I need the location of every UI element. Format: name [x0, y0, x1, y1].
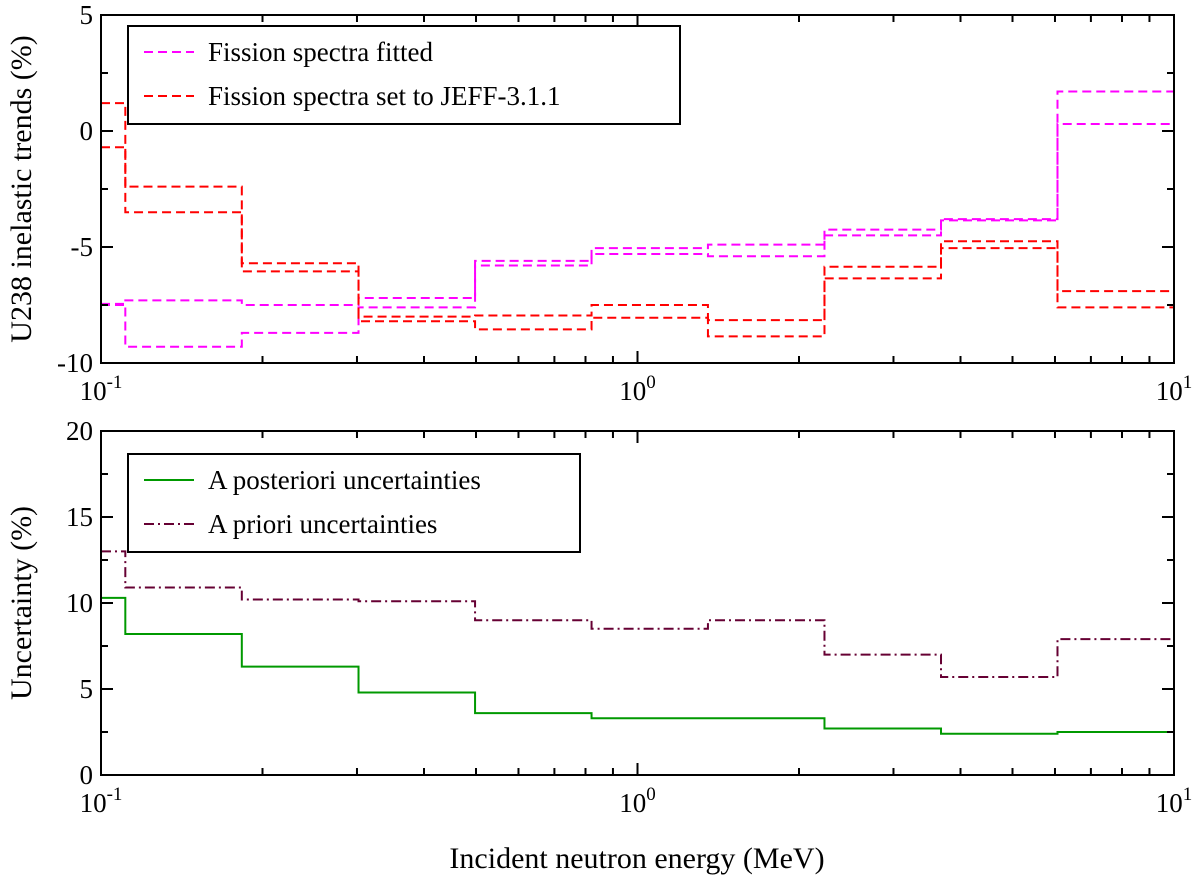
bottom-ytick-label-1: 5: [80, 674, 94, 704]
bottom-ytick-label-3: 15: [66, 502, 93, 532]
bottom-xtick-exp: 0: [646, 784, 656, 805]
top-ytick-label-1: -5: [71, 232, 94, 262]
top-xtick-exp: 0: [646, 372, 656, 393]
x-axis-label: Incident neutron energy (MeV): [449, 842, 824, 875]
bottom-legend-label-0: A posteriori uncertainties: [208, 465, 481, 495]
bottom-xtick-base: 10: [1156, 788, 1183, 818]
top-legend-box: [127, 25, 681, 125]
top-ytick-label-0: -10: [57, 348, 93, 378]
bottom-ytick-label-2: 10: [66, 588, 93, 618]
bottom-series-1: [101, 550, 1174, 678]
top-legend-label-0: Fission spectra fitted: [208, 37, 433, 67]
top-ytick-label-3: 5: [80, 0, 94, 30]
top-series-1: [101, 123, 1174, 348]
top-legend-label-2: Fission spectra set to JEFF-3.1.1: [208, 81, 561, 111]
bottom-y-axis-label: Uncertainty (%): [5, 506, 38, 700]
bottom-xtick-exp: 1: [1183, 784, 1193, 805]
top-xtick-exp: 1: [1183, 372, 1193, 393]
bottom-xtick-base: 10: [619, 788, 646, 818]
top-xtick-label-0: 10-1: [80, 372, 123, 406]
top-xtick-exp: -1: [107, 372, 123, 393]
top-series-2: [101, 102, 1174, 322]
bottom-ytick-label-0: 0: [80, 760, 94, 790]
bottom-ytick-label-4: 20: [66, 416, 93, 446]
top-series-3: [101, 146, 1174, 338]
bottom-xtick-base: 10: [80, 788, 107, 818]
top-xtick-label-1: 100: [619, 372, 656, 406]
bottom-xtick-exp: -1: [107, 784, 123, 805]
bottom-legend-box: [127, 453, 581, 553]
top-ytick-label-2: 0: [80, 116, 94, 146]
top-y-axis-label: U238 inelastic trends (%): [5, 35, 38, 342]
bottom-xtick-label-0: 10-1: [80, 784, 123, 818]
top-xtick-label-2: 101: [1156, 372, 1193, 406]
bottom-series-0: [101, 596, 1174, 735]
top-xtick-base: 10: [80, 376, 107, 406]
top-xtick-base: 10: [1156, 376, 1183, 406]
bottom-xtick-label-2: 101: [1156, 784, 1193, 818]
top-xtick-base: 10: [619, 376, 646, 406]
bottom-xtick-label-1: 100: [619, 784, 656, 818]
bottom-legend-label-1: A priori uncertainties: [208, 509, 437, 539]
top-series-0: [101, 90, 1174, 306]
